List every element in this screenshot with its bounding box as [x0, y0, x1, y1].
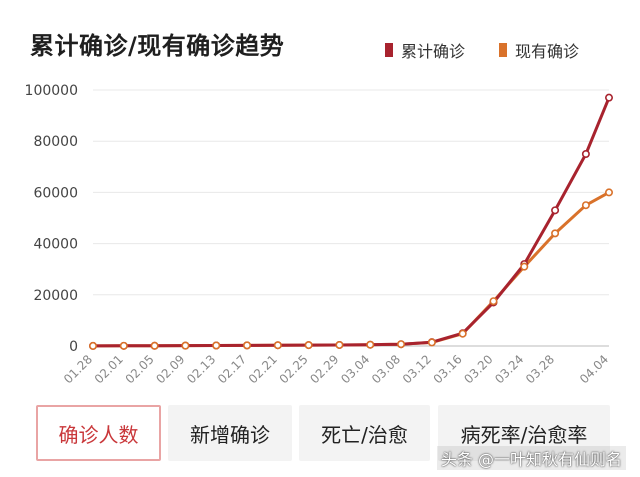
y-tick-label: 40000 — [33, 237, 78, 253]
data-point[interactable] — [604, 93, 613, 102]
data-point[interactable] — [150, 341, 159, 350]
data-point[interactable] — [243, 341, 252, 350]
x-tick-label: 02.01 — [92, 352, 126, 386]
x-tick-label: 03.20 — [461, 352, 495, 386]
x-tick-label: 02.17 — [215, 352, 249, 386]
x-tick-label: 02.09 — [153, 352, 187, 386]
tab-death-recovery-label: 死亡/治愈 — [321, 422, 408, 447]
x-tick-label: 02.05 — [123, 352, 157, 386]
x-tick-label: 02.29 — [307, 352, 341, 386]
x-tick-label: 02.21 — [246, 352, 280, 386]
watermark: 头条 @一叶知秋有仙则名 — [436, 446, 626, 470]
data-point[interactable] — [458, 329, 467, 338]
data-point[interactable] — [119, 341, 128, 350]
x-axis-ticks: 01.2802.0102.0502.0902.1302.1702.2102.25… — [61, 352, 611, 386]
x-tick-label: 03.28 — [523, 352, 557, 386]
legend-item-cumulative[interactable]: 累计确诊 — [385, 40, 466, 61]
y-axis-ticks: 0 20000 40000 60000 80000 100000 — [25, 83, 78, 355]
chart-title: 累计确诊/现有确诊趋势 — [30, 32, 285, 60]
data-point[interactable] — [551, 229, 560, 238]
tab-new-confirmed[interactable]: 新增确诊 — [168, 405, 292, 461]
tab-death-recovery-rate-label: 病死率/治愈率 — [460, 422, 588, 447]
x-tick-label: 04.04 — [577, 352, 611, 386]
tab-confirmed-label: 确诊人数 — [58, 422, 139, 447]
series-line — [91, 96, 611, 348]
x-tick-label: 01.28 — [61, 352, 95, 386]
data-point[interactable] — [397, 340, 406, 349]
y-tick-label: 100000 — [25, 83, 78, 99]
x-tick-label: 03.16 — [431, 352, 465, 386]
series-points — [89, 93, 613, 350]
data-point[interactable] — [181, 341, 190, 350]
y-tick-label: 20000 — [33, 288, 78, 304]
data-point[interactable] — [89, 341, 98, 350]
x-tick-label: 03.12 — [400, 352, 434, 386]
tab-confirmed[interactable]: 确诊人数 — [36, 405, 161, 461]
data-point[interactable] — [427, 338, 436, 347]
grid — [93, 89, 609, 347]
x-tick-label: 02.25 — [277, 352, 311, 386]
y-tick-label: 80000 — [33, 134, 78, 150]
legend-item-current[interactable]: 现有确诊 — [499, 40, 580, 61]
data-point[interactable] — [581, 201, 590, 210]
data-point[interactable] — [335, 340, 344, 349]
legend-label-cumulative: 累计确诊 — [401, 42, 466, 61]
data-point[interactable] — [604, 188, 613, 197]
data-point[interactable] — [520, 262, 529, 271]
data-point[interactable] — [581, 150, 590, 159]
data-point[interactable] — [304, 341, 313, 350]
data-point[interactable] — [551, 206, 560, 215]
legend-label-current: 现有确诊 — [515, 42, 580, 61]
y-tick-label: 0 — [69, 339, 78, 355]
x-tick-label: 03.04 — [338, 352, 372, 386]
y-tick-label: 60000 — [33, 185, 78, 201]
tab-new-confirmed-label: 新增确诊 — [190, 422, 270, 447]
tab-death-recovery[interactable]: 死亡/治愈 — [299, 405, 430, 461]
legend-swatch-current — [499, 43, 507, 57]
tab-death-recovery-rate[interactable]: 病死率/治愈率 — [438, 405, 610, 461]
series-lines — [91, 96, 611, 348]
data-point[interactable] — [273, 341, 282, 350]
x-tick-label: 03.24 — [492, 352, 526, 386]
legend-swatch-cumulative — [385, 43, 393, 57]
data-point[interactable] — [489, 297, 498, 306]
data-point[interactable] — [366, 340, 375, 349]
x-tick-label: 03.08 — [369, 352, 403, 386]
x-tick-label: 02.13 — [184, 352, 218, 386]
data-point[interactable] — [212, 341, 221, 350]
series-line — [91, 190, 611, 348]
metric-tabs: 确诊人数 新增确诊 死亡/治愈 病死率/治愈率 — [0, 405, 640, 465]
